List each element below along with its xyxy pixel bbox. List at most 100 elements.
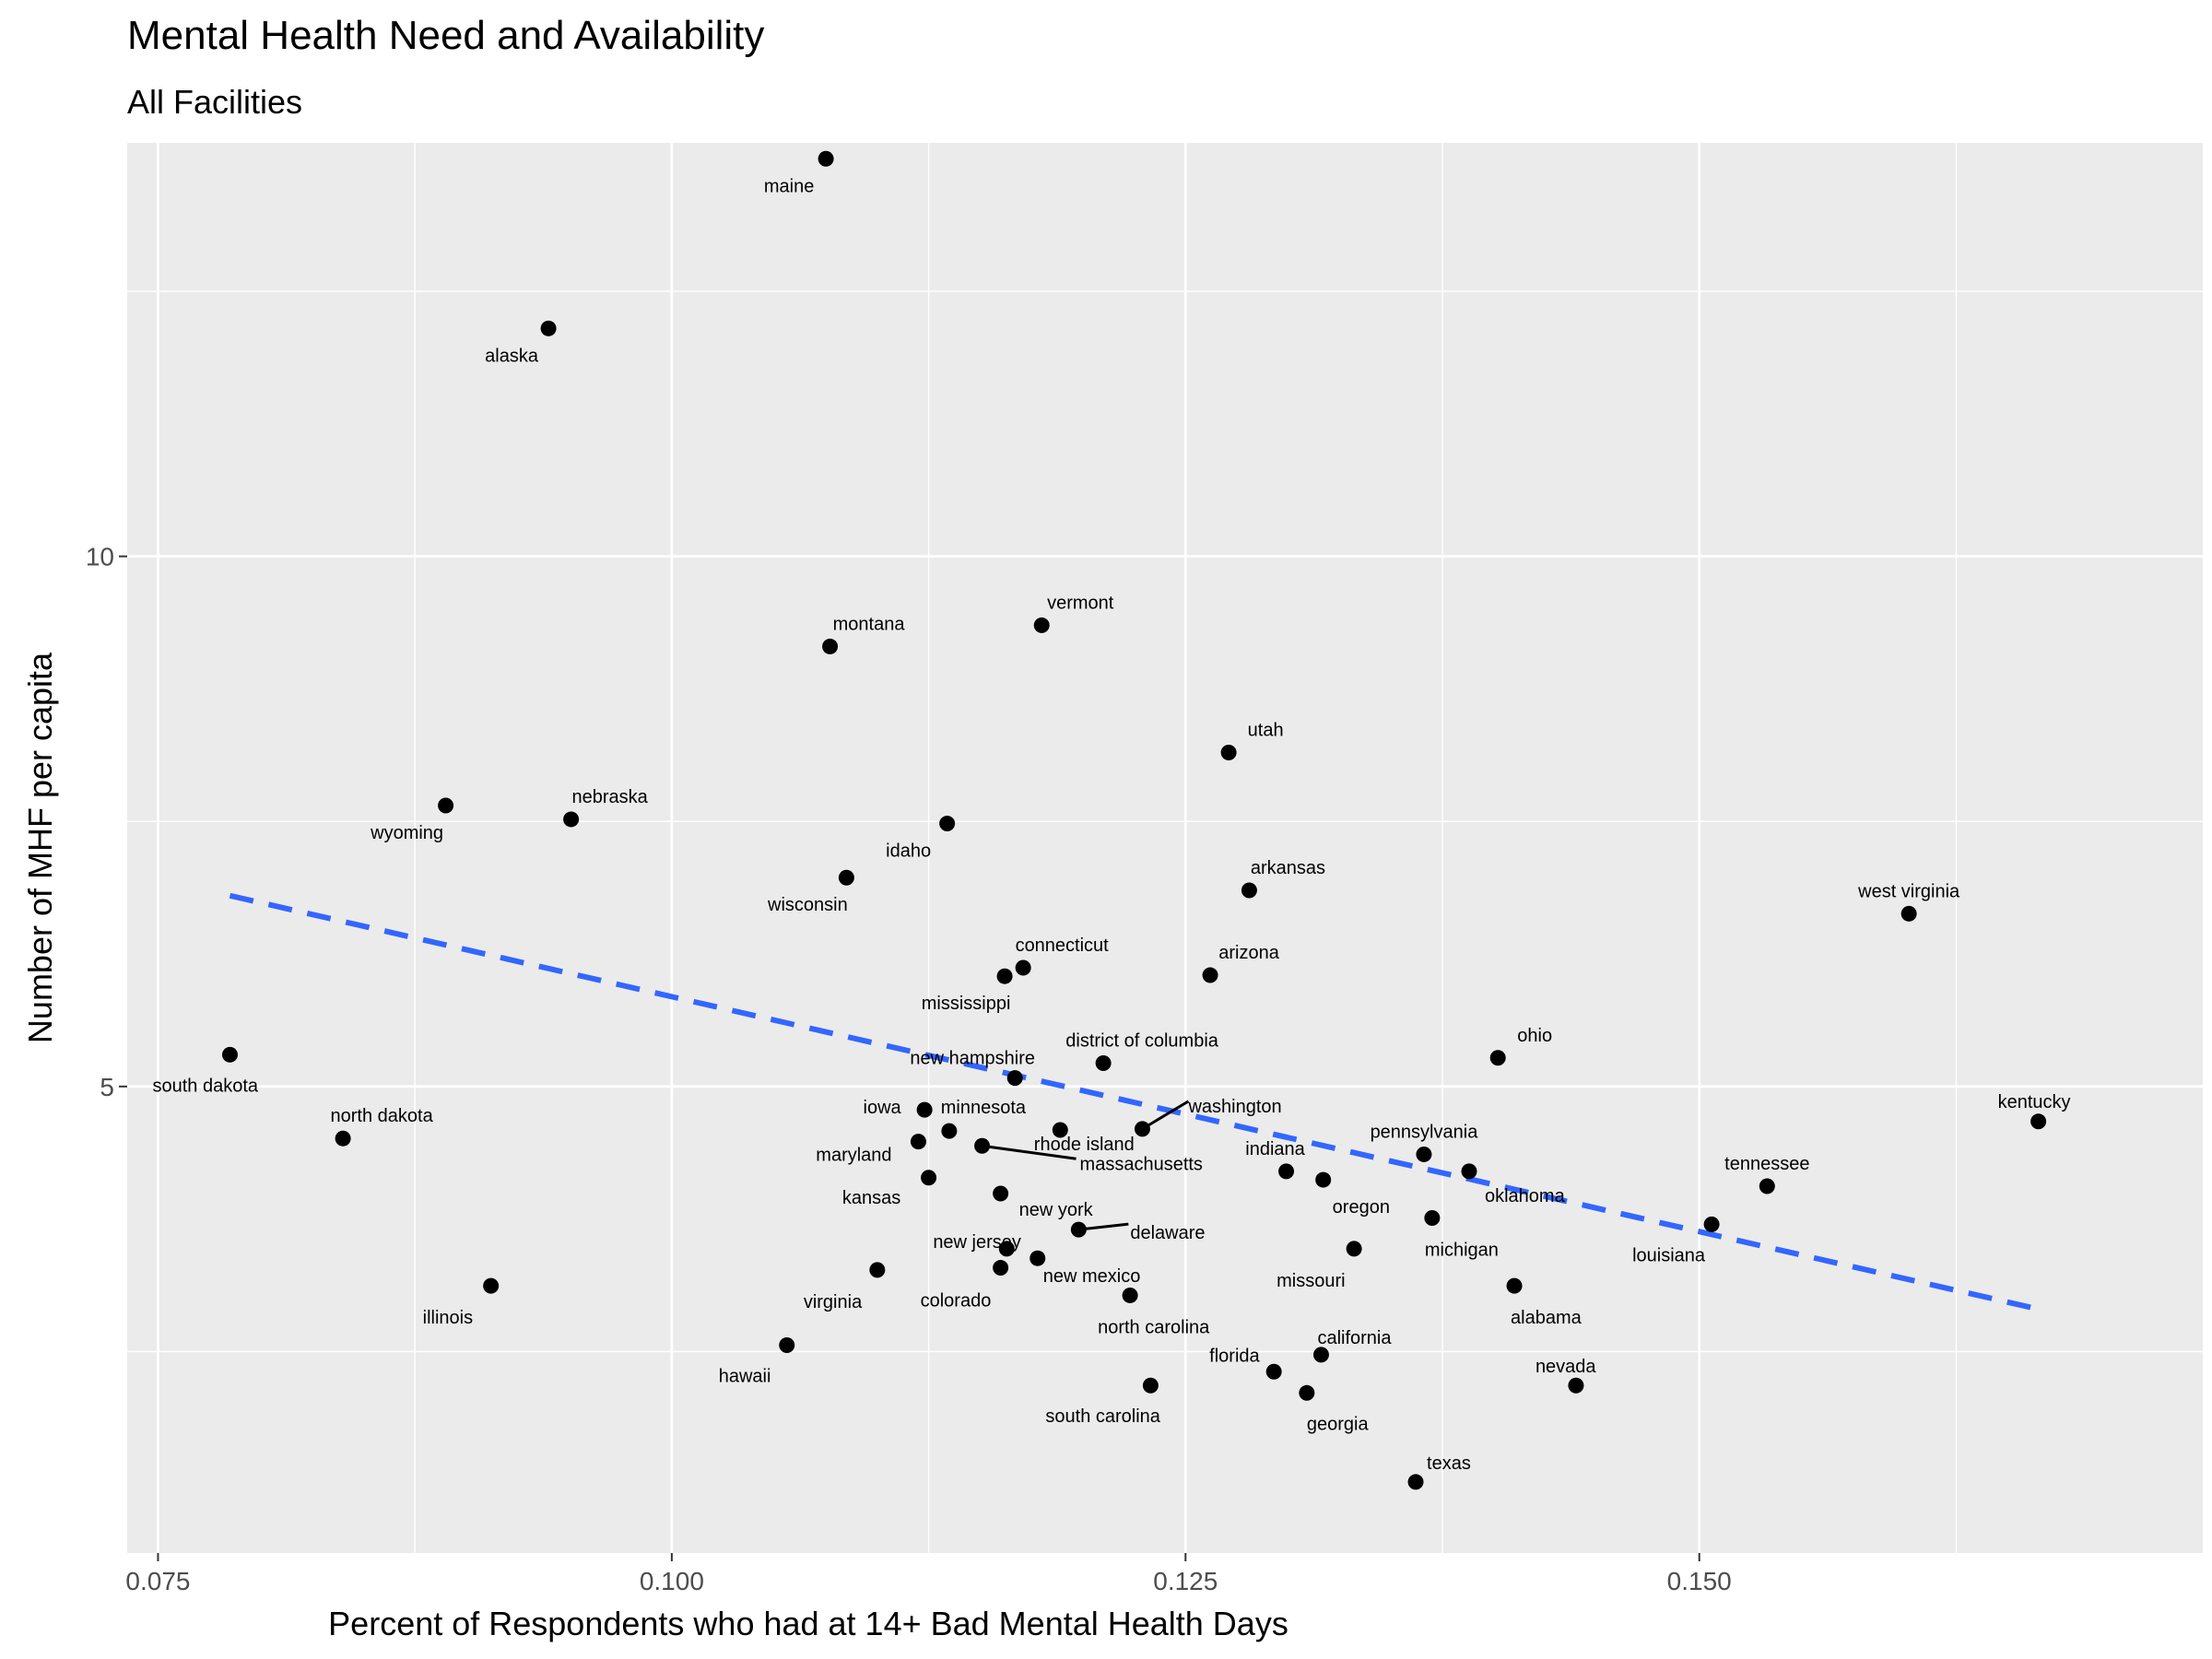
label-new-mexico: new mexico <box>1043 1266 1141 1287</box>
y-tick-label: 10 <box>86 543 114 571</box>
point-maine <box>818 150 834 167</box>
point-new-jersey <box>998 1241 1015 1257</box>
label-oklahoma: oklahoma <box>1485 1186 1566 1206</box>
label-oregon: oregon <box>1333 1197 1390 1218</box>
label-vermont: vermont <box>1047 593 1114 613</box>
chart-subtitle: All Facilities <box>127 83 303 121</box>
label-louisiana: louisiana <box>1632 1245 1706 1265</box>
label-district-of-columbia: district of columbia <box>1065 1031 1218 1052</box>
x-tick-label: 0.150 <box>1667 1567 1732 1595</box>
point-vermont <box>1033 617 1050 633</box>
label-hawaii: hawaii <box>719 1367 771 1387</box>
label-south-carolina: south carolina <box>1045 1406 1160 1427</box>
point-connecticut <box>1015 959 1031 976</box>
point-wyoming <box>438 797 454 814</box>
label-north-dakota: north dakota <box>331 1106 434 1126</box>
point-maryland <box>910 1134 926 1150</box>
label-arkansas: arkansas <box>1251 858 1325 878</box>
label-utah: utah <box>1248 720 1284 740</box>
x-tick-label: 0.075 <box>125 1567 190 1595</box>
label-massachusetts: massachusetts <box>1080 1154 1203 1174</box>
point-michigan <box>1424 1209 1441 1226</box>
point-georgia <box>1299 1384 1315 1401</box>
plot-panel <box>127 143 2203 1553</box>
label-ohio: ohio <box>1517 1026 1552 1046</box>
point-west-virginia <box>1900 905 1917 922</box>
label-missouri: missouri <box>1277 1271 1345 1291</box>
point-minnesota <box>941 1123 958 1139</box>
point-pennsylvania <box>1416 1146 1432 1162</box>
point-idaho <box>939 816 956 832</box>
grid-major <box>127 143 2203 1553</box>
label-texas: texas <box>1427 1453 1471 1474</box>
label-nevada: nevada <box>1535 1357 1596 1377</box>
label-wisconsin: wisconsin <box>767 895 848 915</box>
label-new-york: new york <box>1019 1200 1094 1220</box>
label-washington: washington <box>1187 1097 1281 1117</box>
label-georgia: georgia <box>1307 1414 1370 1434</box>
connector-delaware <box>1078 1222 1129 1231</box>
point-alaska <box>540 320 557 336</box>
point-louisiana <box>1703 1216 1720 1232</box>
point-iowa <box>916 1101 933 1118</box>
point-north-carolina <box>1122 1287 1138 1303</box>
point-oregon <box>1315 1171 1332 1188</box>
label-iowa: iowa <box>864 1098 902 1118</box>
label-connectors <box>982 1100 1190 1231</box>
label-mississippi: mississippi <box>922 994 1011 1014</box>
point-california <box>1312 1347 1329 1363</box>
point-arkansas <box>1241 882 1257 899</box>
point-kentucky <box>2030 1113 2047 1130</box>
connector-massachusetts <box>982 1144 1077 1160</box>
point-alabama <box>1506 1277 1523 1294</box>
point-north-dakota <box>335 1130 351 1147</box>
point-montana <box>822 638 839 654</box>
label-west-virginia: west virginia <box>1857 881 1960 901</box>
label-michigan: michigan <box>1425 1240 1499 1260</box>
x-tick-label: 0.100 <box>640 1567 704 1595</box>
label-virginia: virginia <box>804 1292 863 1312</box>
point-delaware <box>1070 1221 1087 1238</box>
label-indiana: indiana <box>1245 1139 1305 1159</box>
connector-washington <box>1141 1100 1190 1131</box>
point-kansas <box>921 1170 937 1186</box>
y-tick-label: 5 <box>100 1073 114 1101</box>
point-new-york <box>993 1185 1009 1202</box>
y-axis-label: Number of MHF per capita <box>21 652 59 1043</box>
label-nebraska: nebraska <box>571 787 648 807</box>
label-rhode-island: rhode island <box>1034 1135 1135 1155</box>
label-maryland: maryland <box>816 1146 891 1166</box>
point-washington <box>1134 1121 1150 1137</box>
point-virginia <box>869 1262 886 1278</box>
label-south-dakota: south dakota <box>152 1076 258 1096</box>
label-kentucky: kentucky <box>1998 1092 2071 1112</box>
point-south-carolina <box>1142 1377 1159 1394</box>
point-hawaii <box>779 1337 795 1354</box>
point-oklahoma <box>1461 1163 1477 1180</box>
label-tennessee: tennessee <box>1724 1154 1809 1174</box>
point-district-of-columbia <box>1095 1055 1112 1072</box>
point-south-dakota <box>221 1046 238 1063</box>
x-axis-label: Percent of Respondents who had at 14+ Ba… <box>328 1605 1288 1642</box>
point-new-hampshire <box>1006 1070 1023 1087</box>
trend-line <box>229 892 2040 1312</box>
point-massachusetts <box>974 1137 991 1154</box>
point-nevada <box>1568 1377 1584 1394</box>
point-texas <box>1407 1474 1424 1490</box>
label-wyoming: wyoming <box>370 823 443 843</box>
point-missouri <box>1346 1241 1362 1257</box>
chart-title: Mental Health Need and Availability <box>127 13 765 58</box>
label-delaware: delaware <box>1130 1223 1205 1243</box>
point-ohio <box>1489 1050 1506 1066</box>
label-montana: montana <box>833 614 906 634</box>
point-florida <box>1265 1363 1282 1380</box>
label-maine: maine <box>764 176 814 196</box>
label-new-hampshire: new hampshire <box>910 1049 1035 1069</box>
label-colorado: colorado <box>921 1291 992 1312</box>
point-arizona <box>1202 967 1218 983</box>
point-utah <box>1220 744 1237 760</box>
label-alabama: alabama <box>1511 1308 1583 1328</box>
label-new-jersey: new jersey <box>933 1232 1021 1253</box>
label-pennsylvania: pennsylvania <box>1371 1122 1479 1142</box>
